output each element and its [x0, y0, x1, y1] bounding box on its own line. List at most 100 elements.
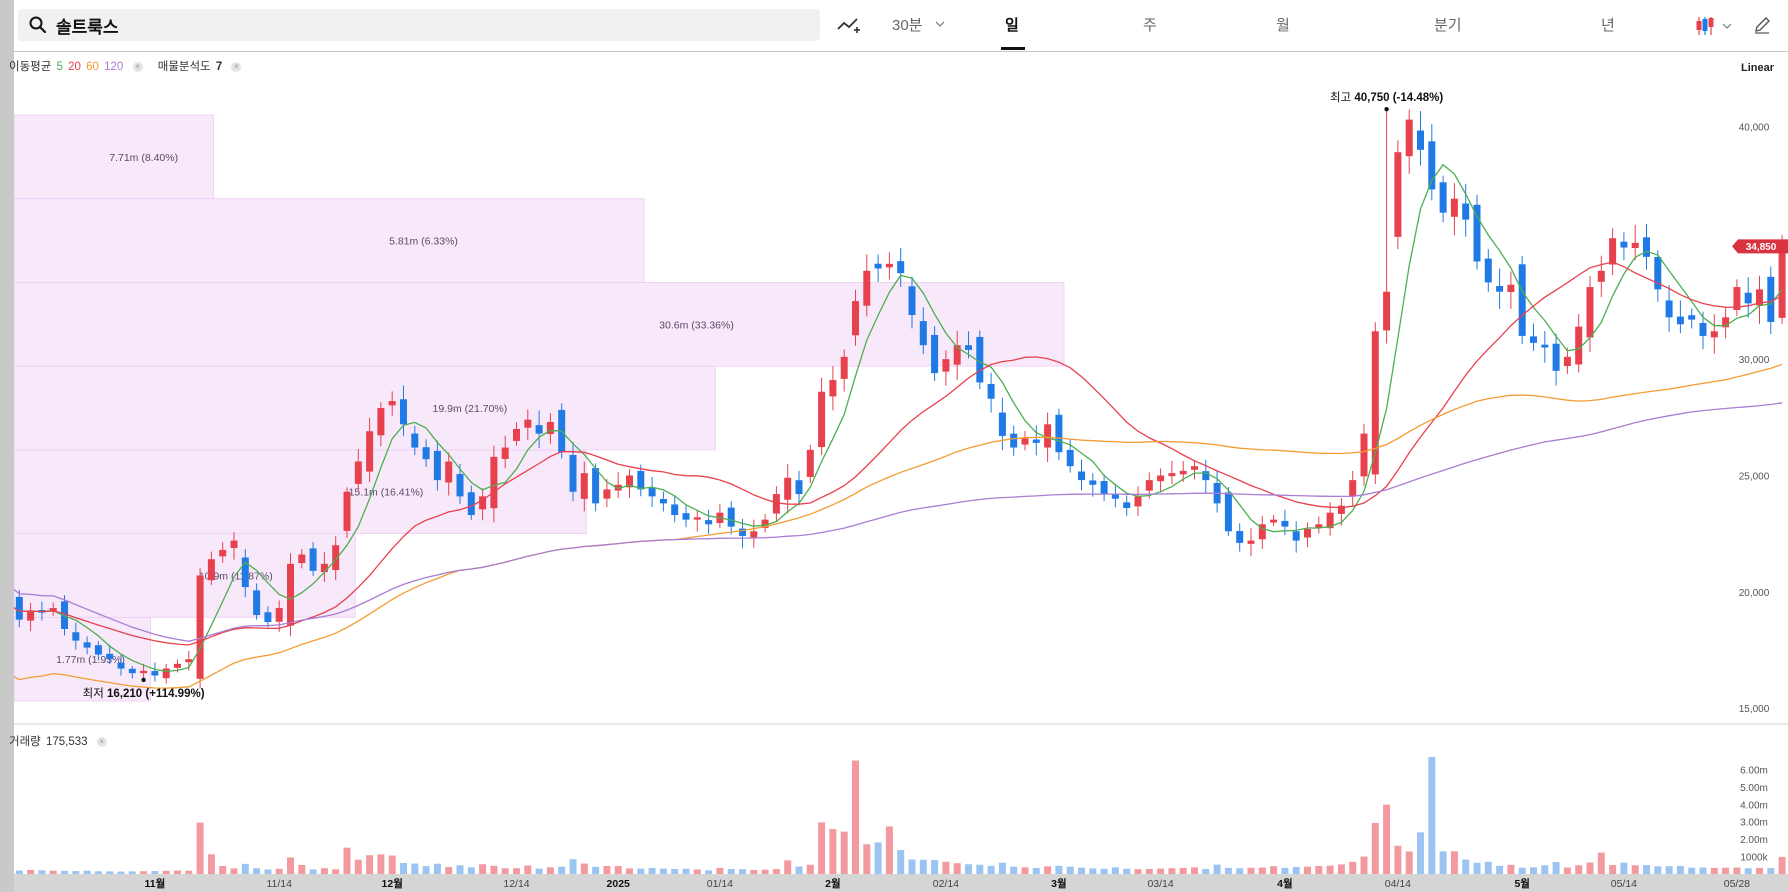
- date-tick-label: 5월: [1514, 877, 1530, 890]
- candle-body: [1247, 540, 1255, 544]
- volume-bar: [671, 868, 679, 874]
- pencil-icon[interactable]: [1752, 15, 1772, 35]
- candle-body: [535, 425, 543, 434]
- volume-bar: [1111, 867, 1119, 874]
- candle-body: [1676, 316, 1684, 325]
- volume-profile-band: [14, 198, 645, 283]
- candle-body: [354, 461, 362, 484]
- volume-bar: [659, 868, 667, 874]
- volume-bar: [1010, 866, 1018, 874]
- tab-day[interactable]: 일: [1005, 17, 1019, 34]
- candle-body: [795, 480, 803, 495]
- candle-body: [207, 559, 215, 581]
- volume-bar: [953, 863, 961, 874]
- candle-body: [1767, 276, 1775, 322]
- candle-body: [275, 608, 283, 622]
- volume-bar: [580, 863, 588, 874]
- volume-tick-label: 5.00m: [1740, 783, 1768, 794]
- volume-bar: [1586, 862, 1594, 874]
- candle-body: [1733, 287, 1741, 310]
- volume-bar: [38, 870, 46, 874]
- candle-body: [637, 470, 645, 490]
- candle-body: [998, 412, 1006, 436]
- stock-name: 솔트룩스: [56, 17, 119, 37]
- candle-body: [1484, 258, 1492, 283]
- candle-body: [1665, 300, 1673, 318]
- volume-bar: [1620, 862, 1628, 874]
- candle-body: [750, 531, 758, 538]
- candle-body: [1597, 270, 1605, 282]
- low-annotation: 최저 16,210 (+114.99%): [83, 687, 205, 700]
- candle-body: [377, 408, 385, 436]
- indicator-add-icon[interactable]: [836, 13, 862, 37]
- volume-bar: [207, 854, 215, 874]
- tab-month[interactable]: 월: [1276, 17, 1290, 34]
- volume-bar: [196, 822, 204, 874]
- volume-bar: [1450, 851, 1458, 874]
- close-icon[interactable]: ×: [231, 61, 242, 72]
- candle-body: [863, 270, 871, 306]
- candle-body: [1620, 241, 1628, 248]
- ma60-label: 60: [86, 61, 99, 73]
- chevron-down-icon[interactable]: [1722, 22, 1732, 30]
- candle-body: [874, 263, 882, 269]
- interval-selector[interactable]: 30분: [892, 17, 923, 34]
- candle-body: [976, 336, 984, 383]
- tab-week[interactable]: 주: [1143, 17, 1157, 34]
- candles: [15, 109, 1786, 689]
- candle-body: [253, 590, 261, 616]
- volume-profile-value: 7: [215, 61, 223, 73]
- volume-bar: [705, 870, 713, 874]
- date-tick-label: 05/28: [1724, 878, 1750, 890]
- ma60-line: [14, 363, 1783, 689]
- volume-bar: [151, 871, 159, 874]
- volume-tick-label: 2.00m: [1740, 835, 1768, 846]
- date-tick-label: 01/14: [707, 878, 733, 890]
- candle-body: [400, 399, 407, 425]
- candle-body: [671, 504, 679, 516]
- volume-bar: [942, 861, 950, 874]
- candle-body: [343, 491, 351, 531]
- volume-bar: [546, 867, 554, 874]
- low-marker: [141, 677, 146, 683]
- x-axis-band: [14, 874, 1788, 892]
- volume-bar: [1191, 867, 1198, 874]
- ma20-label: 20: [68, 61, 81, 73]
- volume-bar: [83, 870, 91, 874]
- candle-body: [739, 528, 746, 536]
- candle-body: [965, 345, 972, 350]
- candle-body: [1066, 449, 1074, 467]
- scale-mode-label[interactable]: Linear: [1741, 62, 1775, 74]
- volume-bar: [275, 868, 283, 874]
- volume-bar: [840, 831, 848, 874]
- candle-body: [388, 401, 396, 406]
- close-icon[interactable]: ×: [132, 61, 143, 72]
- volume-bar: [49, 870, 57, 874]
- candle-body: [320, 563, 328, 573]
- volume-bar: [761, 869, 769, 874]
- tab-year[interactable]: 년: [1601, 17, 1615, 34]
- volume-bar: [1530, 867, 1537, 874]
- volume-bar: [1349, 861, 1357, 874]
- candle-body: [1383, 291, 1391, 331]
- volume-bar: [400, 863, 407, 874]
- candle-body: [1360, 433, 1368, 477]
- volume-bar: [1688, 867, 1696, 874]
- volume-bar: [1484, 861, 1492, 874]
- volume-bar: [1417, 832, 1424, 874]
- price-chart[interactable]: 1.77m (1.93%) 10.9m (11.87%) 15.1m (16.41%…: [14, 0, 1788, 892]
- candle-body: [1145, 480, 1153, 491]
- stock-search-bar[interactable]: 솔트룩스: [18, 9, 820, 41]
- tab-quarter[interactable]: 분기: [1434, 17, 1462, 34]
- candle-body: [1111, 494, 1119, 499]
- close-icon[interactable]: ×: [96, 736, 107, 747]
- volume-profile-label: 1.77m (1.93%): [56, 654, 125, 666]
- candle-type-icon[interactable]: [1694, 15, 1716, 37]
- candle-body: [614, 484, 622, 491]
- candle-body: [422, 447, 430, 460]
- volume-bar: [1236, 868, 1244, 874]
- volume-bar: [535, 868, 543, 874]
- last-price-badge: [1732, 239, 1788, 254]
- chevron-down-icon[interactable]: [935, 20, 945, 28]
